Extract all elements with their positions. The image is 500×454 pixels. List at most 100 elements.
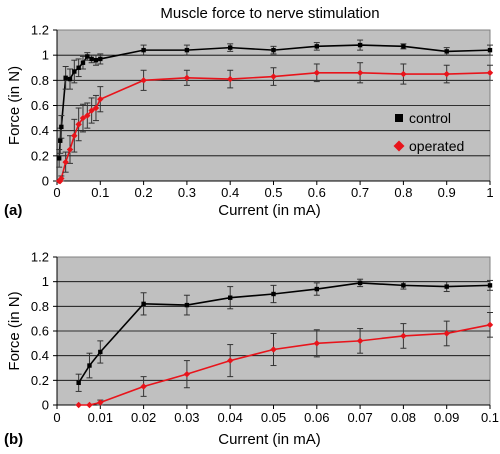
x-tick-label: 0.04 <box>218 410 243 425</box>
data-point <box>443 330 450 337</box>
data-point <box>270 73 277 80</box>
data-point <box>400 332 407 340</box>
panel-label: (b) <box>4 431 23 448</box>
data-point <box>314 286 319 292</box>
data-point <box>227 75 234 83</box>
data-point <box>271 47 276 53</box>
data-point <box>67 76 73 82</box>
data-point <box>87 363 92 368</box>
x-tick-label: 0.6 <box>308 185 326 200</box>
data-point <box>89 56 94 62</box>
data-point <box>62 158 69 166</box>
data-point <box>75 401 82 409</box>
data-point <box>313 69 320 76</box>
x-tick-label: 0.02 <box>131 410 156 425</box>
data-point <box>443 70 450 78</box>
data-point <box>401 44 406 49</box>
data-point <box>71 132 78 139</box>
data-point <box>80 60 86 65</box>
y-tick-label: 0.8 <box>31 299 49 314</box>
y-tick-label: 0.4 <box>31 123 49 138</box>
data-point <box>183 370 191 378</box>
data-point <box>59 124 64 130</box>
x-tick-label: 0.4 <box>221 185 239 200</box>
data-point <box>141 301 146 307</box>
x-tick-label: 0.09 <box>434 410 459 425</box>
y-tick-label: 0 <box>42 398 49 413</box>
data-point <box>227 357 234 364</box>
panel-a: 0 0.2 0.4 0.6 0.8 1 1.2 0 0.1 0.2 0.3 0.4 0.5 0.6 0.7 0… <box>4 23 494 220</box>
data-point <box>184 47 190 53</box>
data-point <box>72 69 77 74</box>
data-point <box>93 58 99 63</box>
x-tick-label: 0.06 <box>304 410 329 425</box>
data-point <box>228 295 233 300</box>
x-axis-label: Current (in mA) <box>218 202 321 219</box>
y-axis-label: Force (in N) <box>6 291 23 370</box>
data-point <box>486 321 494 329</box>
y-tick-label: 0.2 <box>31 373 49 388</box>
x-tick-label: 0.1 <box>91 185 109 200</box>
data-point <box>58 138 63 143</box>
data-point <box>356 337 364 345</box>
data-point <box>140 77 147 84</box>
data-point <box>487 47 493 53</box>
y-axis-label: Force (in N) <box>6 66 23 145</box>
x-tick-label: 0 <box>53 410 60 425</box>
data-point <box>84 112 91 119</box>
data-point <box>66 146 74 153</box>
y-tick-label: 0.6 <box>31 324 49 339</box>
x-tick-label: 0.5 <box>264 185 282 200</box>
data-point <box>56 156 62 161</box>
data-point <box>76 380 81 385</box>
data-point <box>88 107 95 114</box>
data-point <box>140 383 147 390</box>
x-tick-label: 0.03 <box>174 410 199 425</box>
y-tick-label: 0 <box>42 174 49 189</box>
data-point <box>98 56 103 62</box>
y-tick-label: 0.2 <box>31 148 49 163</box>
data-point <box>57 177 64 185</box>
y-tick-label: 1 <box>42 48 49 63</box>
legend-marker <box>395 114 403 122</box>
data-point <box>184 302 190 308</box>
data-point <box>228 45 233 50</box>
series-operated <box>55 62 494 185</box>
legend-marker <box>393 140 405 152</box>
data-point <box>357 280 363 286</box>
x-tick-label: 0.1 <box>481 410 499 425</box>
x-tick-label: 0 <box>53 185 60 200</box>
x-tick-label: 0.07 <box>347 410 372 425</box>
data-point <box>486 69 494 76</box>
series-control <box>56 39 493 168</box>
y-tick-label: 1.2 <box>31 250 49 265</box>
data-point <box>314 44 319 49</box>
data-point <box>98 349 103 355</box>
data-point <box>141 47 146 53</box>
data-point <box>79 114 87 122</box>
panel-label: (a) <box>4 202 22 219</box>
data-point <box>86 401 93 409</box>
data-point <box>313 340 320 347</box>
data-point <box>400 70 407 78</box>
x-tick-label: 0.3 <box>178 185 196 200</box>
legend: control operated <box>393 110 464 154</box>
data-point <box>183 74 191 82</box>
x-tick-label: 0.7 <box>351 185 369 200</box>
data-point <box>356 69 364 76</box>
x-tick-label: 0.08 <box>391 410 416 425</box>
y-tick-label: 0.6 <box>31 98 49 113</box>
data-point <box>270 346 277 353</box>
x-axis-label: Current (in mA) <box>218 431 321 448</box>
x-tick-label: 0.8 <box>394 185 412 200</box>
series-line <box>77 282 491 384</box>
series-control <box>75 278 493 392</box>
x-tick-label: 1 <box>486 185 493 200</box>
chart-title: Muscle force to nerve stimulation <box>160 5 379 22</box>
x-tick-label: 0.2 <box>135 185 153 200</box>
data-point <box>444 49 449 54</box>
x-tick-label: 0.05 <box>261 410 286 425</box>
data-point <box>97 96 104 103</box>
y-tick-label: 0.4 <box>31 348 49 363</box>
